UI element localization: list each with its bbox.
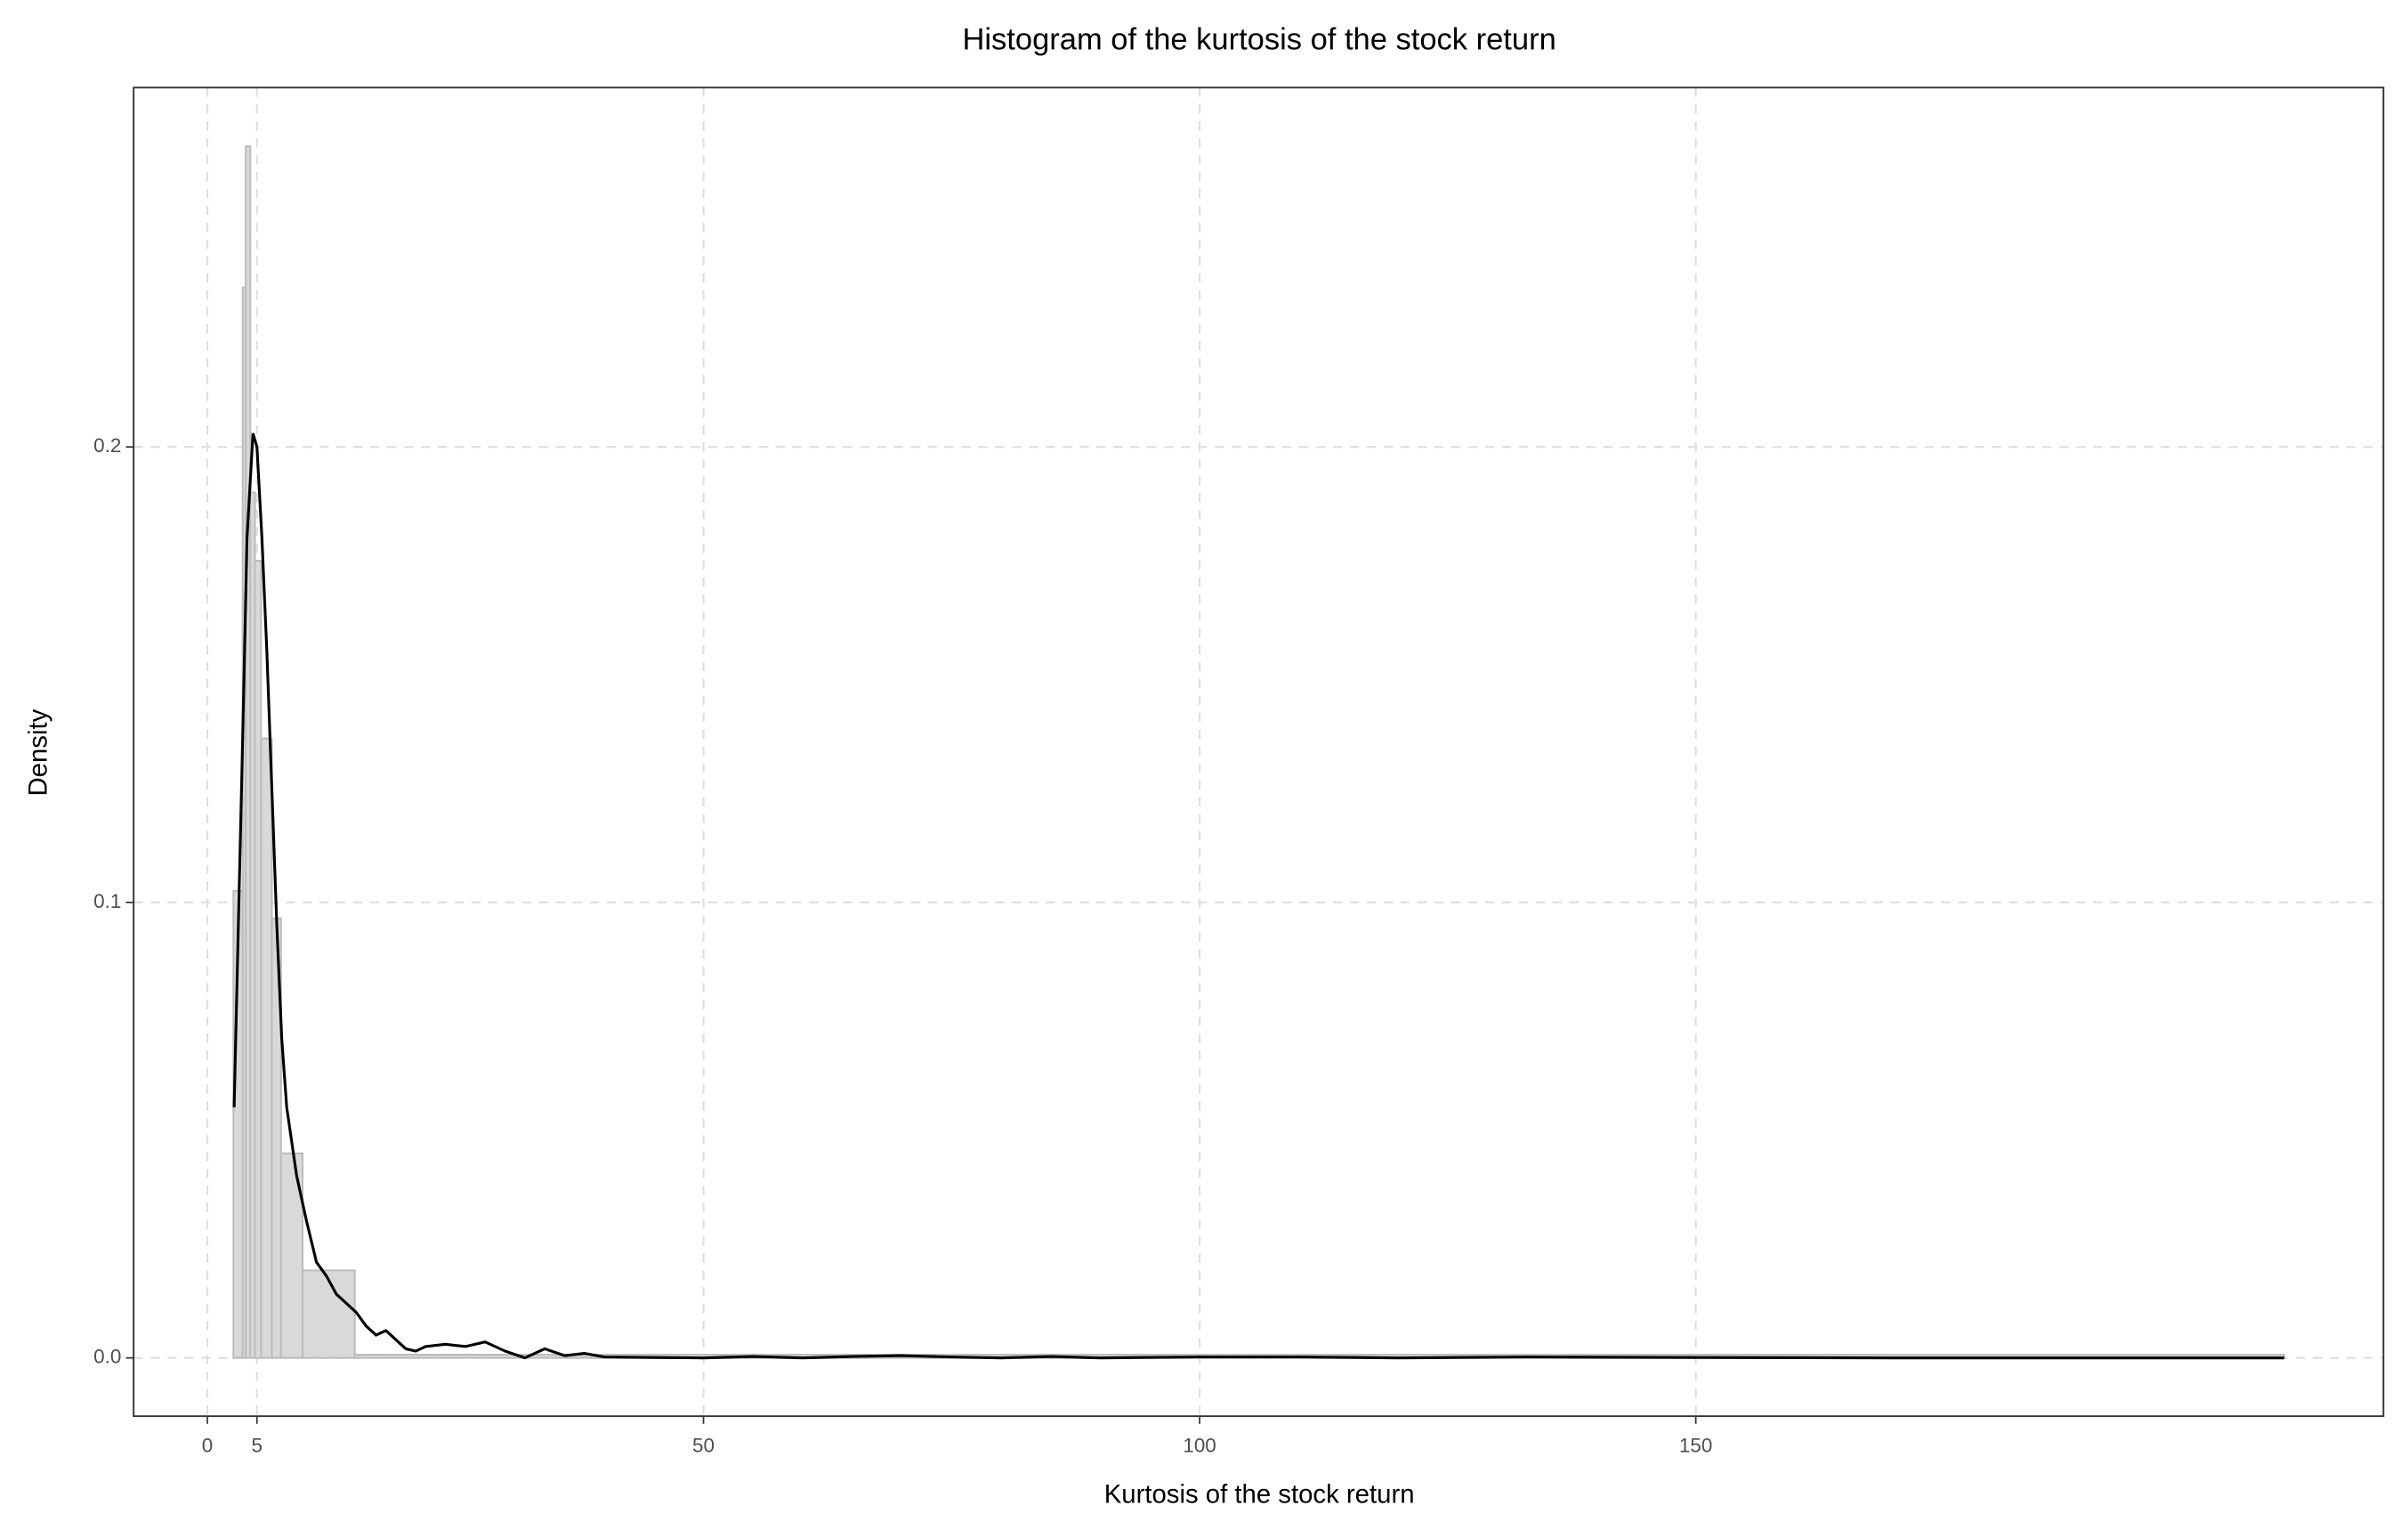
x-tick-label: 50 xyxy=(692,1435,715,1457)
x-tick-label: 150 xyxy=(1679,1435,1712,1457)
bar xyxy=(254,560,263,1359)
y-tick-label: 0.0 xyxy=(93,1346,121,1368)
x-tick-label: 100 xyxy=(1183,1435,1216,1457)
bar xyxy=(260,737,273,1359)
chart-title: Histogram of the kurtosis of the stock r… xyxy=(962,23,1556,57)
bar xyxy=(302,1269,356,1359)
x-tick-label: 0 xyxy=(202,1435,213,1457)
plot xyxy=(232,145,2285,1360)
y-axis-title: Density xyxy=(24,708,53,796)
x-axis-title: Kurtosis of the stock return xyxy=(1104,1480,1415,1510)
plot-border xyxy=(133,86,2385,1418)
x-tick-label: 5 xyxy=(252,1435,263,1457)
y-tick-label: 0.1 xyxy=(93,890,121,912)
y-tick-label: 0.2 xyxy=(93,434,121,457)
density-line xyxy=(232,433,2284,1360)
